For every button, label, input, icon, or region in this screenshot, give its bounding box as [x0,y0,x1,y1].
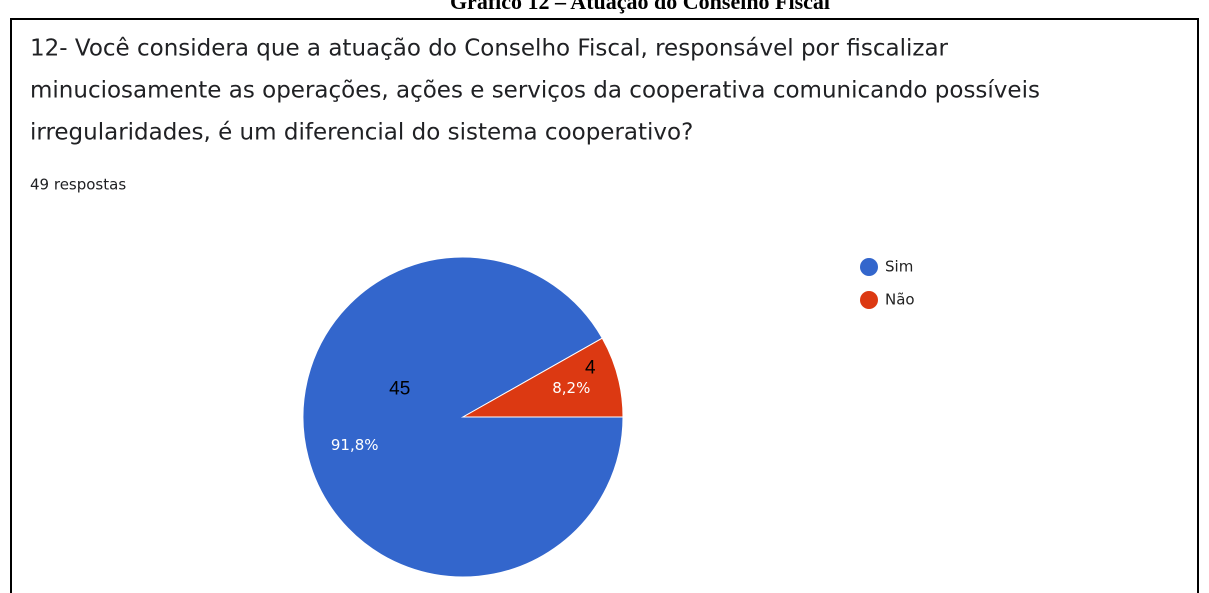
legend-swatch [860,258,878,276]
legend-label: Não [885,291,915,309]
pie-slice [461,337,624,418]
question-line: minuciosamente as operações, ações e ser… [30,78,1040,104]
slice-label: 8,2% [552,379,590,397]
slice-label: 91,8% [331,436,379,454]
subtitle: 49 respostas [30,176,126,194]
frame [10,18,1199,593]
legend-label: Sim [885,258,913,276]
question-line: 12- Você considera que a atuação do Cons… [30,36,949,62]
question-line: irregularidades, é um diferencial do sis… [30,120,693,146]
legend-swatch [860,291,878,309]
caption: Gráfico 12 – Atuação do Conselho Fiscal [450,0,830,14]
slice-count: 45 [389,379,410,400]
slice-count: 4 [585,357,596,378]
